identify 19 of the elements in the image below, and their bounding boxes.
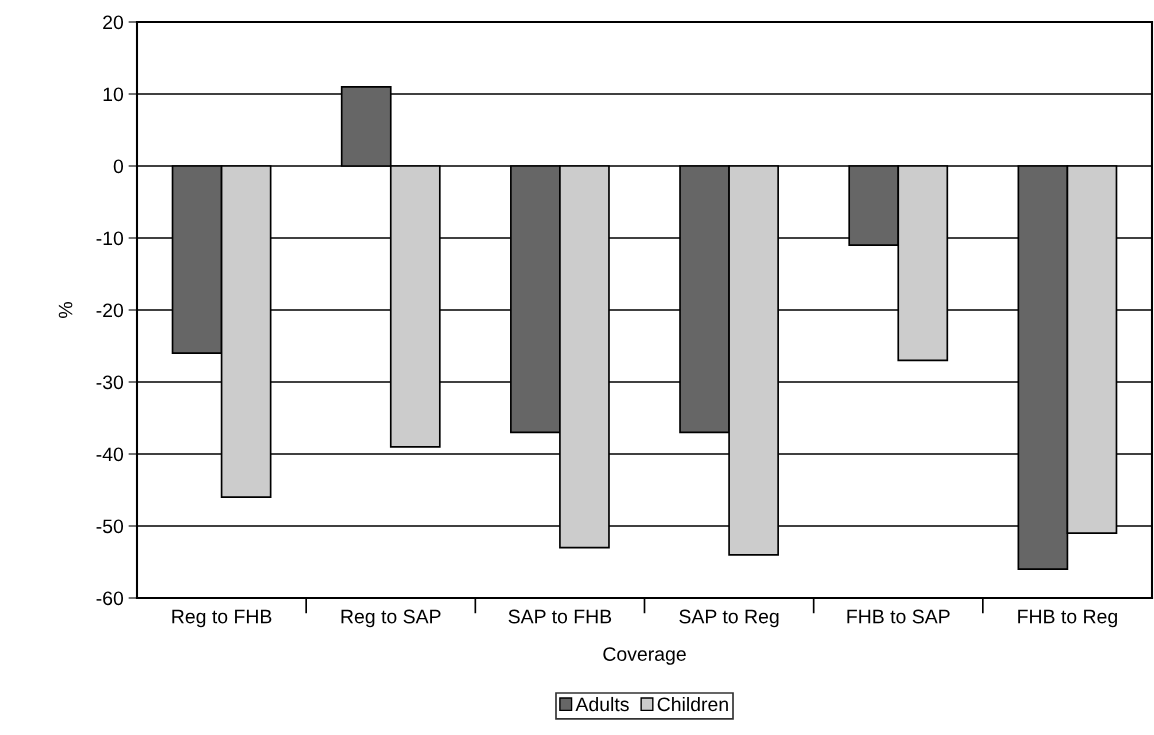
y-tick-label: 20 (103, 15, 124, 30)
y-tick-label: -40 (96, 447, 124, 462)
x-tick-label: FHB to Reg (1018, 609, 1117, 628)
x-tick-label: FHB to SAP (847, 609, 950, 624)
y-axis-title: % (58, 302, 73, 318)
y-tick-label: -60 (96, 591, 124, 606)
x-tick-label: Reg to FHB (172, 609, 272, 628)
x-tick-label: SAP to Reg (679, 609, 779, 628)
y-tick-label: -50 (96, 519, 124, 534)
y-tick-label: 10 (103, 87, 124, 102)
y-tick-label: -30 (96, 375, 124, 390)
x-axis-title: Coverage (603, 647, 686, 665)
x-tick-label: SAP to FHB (508, 609, 612, 624)
y-tick-label: -10 (96, 231, 124, 246)
y-tick-label: -20 (96, 303, 124, 318)
legend-label: Adults (575, 696, 629, 712)
x-tick-label: Reg to SAP (341, 609, 441, 628)
y-tick-label: 0 (113, 159, 124, 174)
legend-label: Children (657, 696, 728, 712)
